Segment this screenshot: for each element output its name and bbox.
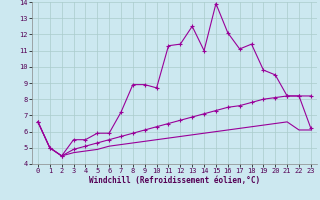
X-axis label: Windchill (Refroidissement éolien,°C): Windchill (Refroidissement éolien,°C) xyxy=(89,176,260,185)
